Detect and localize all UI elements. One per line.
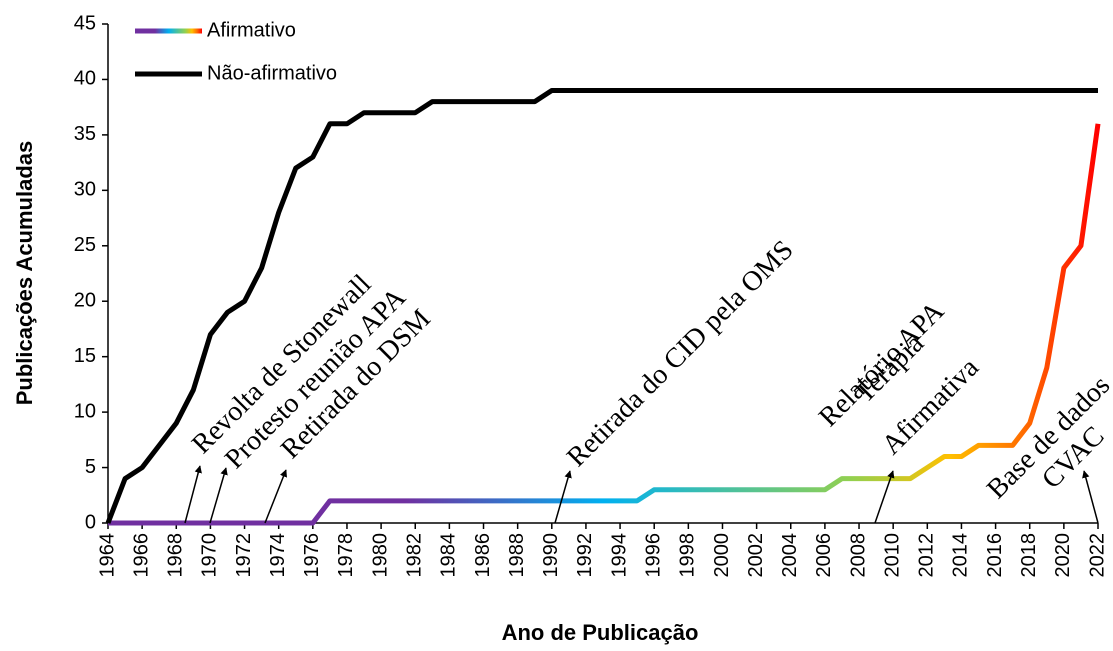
x-tick-label: 1984 (438, 533, 460, 578)
x-tick-label: 1982 (404, 533, 426, 578)
annotation-arrow (209, 467, 228, 524)
x-tick-label: 1996 (642, 533, 664, 578)
x-tick-label: 1980 (369, 533, 391, 578)
x-tick-label: 2014 (950, 533, 972, 578)
y-tick-label: 35 (74, 123, 96, 145)
annotation-arrow (184, 465, 202, 524)
annotation-arrow (1082, 470, 1099, 524)
x-tick-label: 1964 (96, 533, 118, 578)
y-tick-label: 0 (85, 511, 96, 533)
x-tick-label: 2006 (813, 533, 835, 578)
x-tick-label: 1970 (199, 533, 221, 578)
x-tick-label: 2000 (711, 533, 733, 578)
x-tick-label: 1988 (506, 533, 528, 578)
x-tick-label: 1968 (165, 533, 187, 578)
y-tick-label: 25 (74, 234, 96, 256)
x-tick-label: 1972 (233, 533, 255, 578)
y-tick-label: 40 (74, 68, 96, 90)
legend-label: Não-afirmativo (207, 62, 337, 84)
data-line (108, 123, 1101, 526)
y-tick-label: 20 (74, 290, 96, 312)
y-tick-label: 30 (74, 179, 96, 201)
x-tick-label: 1994 (608, 533, 630, 578)
x-tick-label: 2010 (881, 533, 903, 578)
x-axis-label: Ano de Publicação (502, 620, 699, 645)
y-tick-label: 15 (74, 345, 96, 367)
x-tick-label: 2008 (847, 533, 869, 578)
x-tick-label: 2022 (1086, 533, 1108, 578)
x-tick-label: 1992 (574, 533, 596, 578)
x-tick-label: 2016 (984, 533, 1006, 578)
x-tick-label: 1976 (301, 533, 323, 578)
y-tick-label: 5 (85, 456, 96, 478)
x-tick-label: 1978 (335, 533, 357, 578)
annotation: Retirada do CID pela OMS (561, 234, 800, 473)
annotation-arrow (554, 470, 572, 524)
x-tick-label: 1998 (677, 533, 699, 578)
legend-label: Afirmativo (207, 19, 296, 41)
x-tick-label: 2020 (1052, 533, 1074, 578)
annotation-arrow (874, 470, 895, 524)
x-tick-label: 2002 (745, 533, 767, 578)
x-tick-label: 2018 (1018, 533, 1040, 578)
x-tick-label: 1986 (472, 533, 494, 578)
x-tick-label: 2012 (916, 533, 938, 578)
x-tick-label: 2004 (779, 533, 801, 578)
y-tick-label: 45 (74, 12, 96, 34)
x-tick-label: 1966 (130, 533, 152, 578)
y-axis-label: Publicações Acumuladas (12, 141, 37, 406)
data-line (105, 88, 1098, 524)
x-tick-label: 1990 (540, 533, 562, 578)
annotation-arrow (264, 469, 287, 524)
y-tick-label: 10 (74, 400, 96, 422)
x-tick-label: 1974 (267, 533, 289, 578)
